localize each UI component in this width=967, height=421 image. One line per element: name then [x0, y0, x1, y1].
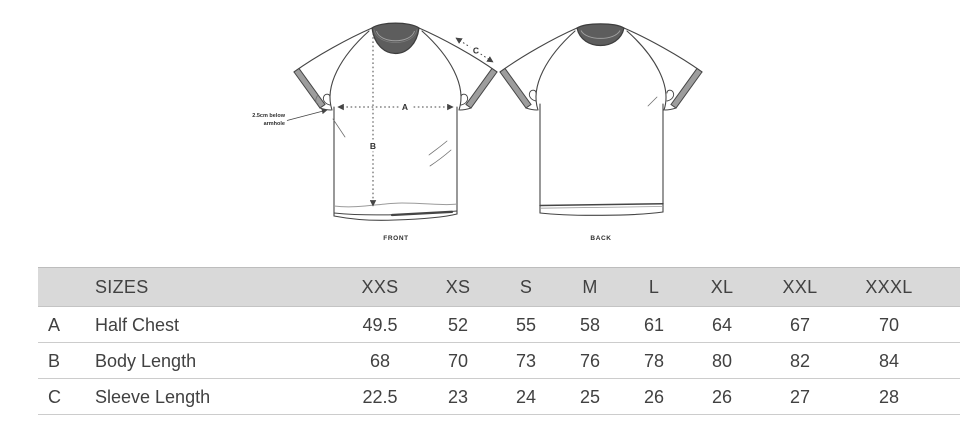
size-value: 78: [622, 342, 686, 379]
size-value: 64: [686, 306, 758, 343]
size-value: 61: [622, 306, 686, 343]
size-value: 76: [558, 342, 622, 379]
armhole-note: 2.5cm below armhole: [252, 108, 328, 127]
size-value: 22.5: [338, 378, 422, 415]
size-value: 70: [842, 306, 960, 343]
size-value: 80: [686, 342, 758, 379]
size-value: 28: [842, 378, 960, 415]
measurement-a-label: A: [402, 102, 408, 112]
measurement-c: C: [455, 37, 494, 63]
size-value: 55: [494, 306, 558, 343]
tshirt-diagram: A B C 2.5cm below armhole FRONT: [252, 22, 703, 242]
table-row-body-length: B Body Length 68 70 73 76 78 80 82 84: [38, 342, 960, 379]
header-size-xs: XS: [422, 267, 494, 307]
back-view-label: BACK: [590, 235, 611, 242]
size-value: 68: [338, 342, 422, 379]
header-size-xxs: XXS: [338, 267, 422, 307]
row-letter: A: [38, 306, 86, 343]
size-table: SIZES XXS XS S M L XL XXL XXXL A Half Ch…: [38, 267, 960, 415]
header-size-s: S: [494, 267, 558, 307]
header-size-m: M: [558, 267, 622, 307]
table-header-row: SIZES XXS XS S M L XL XXL XXXL: [38, 267, 960, 307]
measurement-b-label: B: [370, 141, 376, 151]
measure-label: Sleeve Length: [86, 378, 338, 415]
header-size-l: L: [622, 267, 686, 307]
header-size-xxxl: XXXL: [842, 267, 960, 307]
header-sizes-cell: SIZES: [86, 267, 338, 307]
size-value: 52: [422, 306, 494, 343]
back-shirt-drawing: [499, 23, 703, 216]
size-value: 58: [558, 306, 622, 343]
size-value: 82: [758, 342, 842, 379]
size-value: 27: [758, 378, 842, 415]
measure-label: Half Chest: [86, 306, 338, 343]
armhole-note-line1: 2.5cm below: [252, 113, 285, 119]
size-value: 26: [622, 378, 686, 415]
front-view-label: FRONT: [383, 235, 408, 242]
measure-label: Body Length: [86, 342, 338, 379]
size-value: 49.5: [338, 306, 422, 343]
measurement-c-label: C: [473, 46, 479, 56]
size-value: 23: [422, 378, 494, 415]
size-value: 25: [558, 378, 622, 415]
tshirt-measurement-svg: A B C 2.5cm below armhole FRONT: [252, 22, 703, 242]
header-size-xl: XL: [686, 267, 758, 307]
size-value: 70: [422, 342, 494, 379]
row-letter: B: [38, 342, 86, 379]
row-letter: C: [38, 378, 86, 415]
table-row-sleeve-length: C Sleeve Length 22.5 23 24 25 26 26 27 2…: [38, 378, 960, 415]
measurement-b: B: [366, 33, 380, 207]
header-size-xxl: XXL: [758, 267, 842, 307]
size-value: 67: [758, 306, 842, 343]
measurement-a: A: [337, 100, 454, 113]
size-value: 24: [494, 378, 558, 415]
size-value: 26: [686, 378, 758, 415]
header-corner-cell: [38, 267, 86, 307]
size-value: 84: [842, 342, 960, 379]
table-row-half-chest: A Half Chest 49.5 52 55 58 61 64 67 70: [38, 306, 960, 343]
armhole-note-line2: armhole: [264, 121, 285, 127]
front-shirt-drawing: [293, 22, 498, 221]
size-value: 73: [494, 342, 558, 379]
